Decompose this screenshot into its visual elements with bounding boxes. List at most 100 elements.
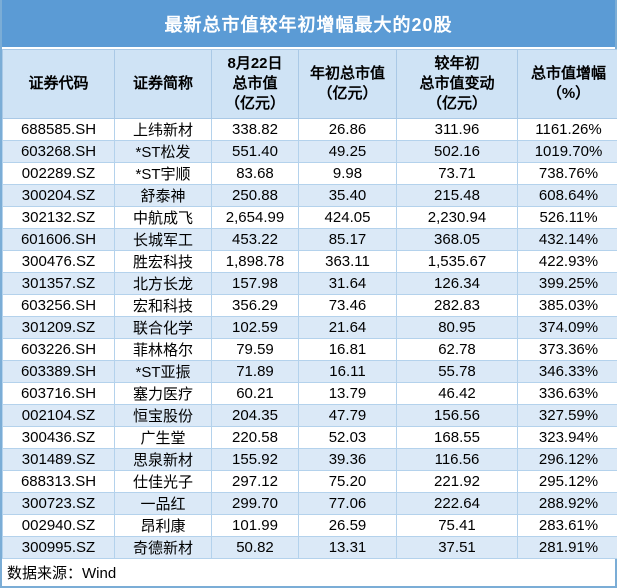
cell-marketcap-change: 502.16 [396,140,518,163]
cell-marketcap-change: 156.56 [396,404,518,427]
cell-marketcap-change: 46.42 [396,382,518,405]
col-header-security-name: 证券简称 [114,49,212,119]
cell-security-code: 603226.SH [2,338,115,361]
cell-start-marketcap: 49.25 [298,140,397,163]
cell-security-code: 603256.SH [2,294,115,317]
col-header-marketcap-change: 较年初 总市值变动 （亿元） [396,49,518,119]
cell-start-marketcap: 73.46 [298,294,397,317]
table-row: 301489.SZ 思泉新材 155.92 39.36 116.56 296.12% [2,448,617,471]
cell-marketcap-change: 311.96 [396,118,518,141]
cell-aug22-marketcap: 157.98 [211,272,299,295]
cell-security-code: 301489.SZ [2,448,115,471]
cell-security-name: 胜宏科技 [114,250,212,273]
cell-marketcap-growth: 526.11% [517,206,617,229]
cell-marketcap-change: 126.34 [396,272,518,295]
cell-security-code: 601606.SH [2,228,115,251]
table-row: 603389.SH *ST亚振 71.89 16.11 55.78 346.33% [2,360,617,383]
cell-marketcap-growth: 385.03% [517,294,617,317]
header-row: 证券代码 证券简称 8月22日 总市值 （亿元） 年初总市值 （亿元） 较年初 … [2,49,617,119]
cell-marketcap-growth: 346.33% [517,360,617,383]
cell-start-marketcap: 363.11 [298,250,397,273]
cell-start-marketcap: 39.36 [298,448,397,471]
col-header-security-code: 证券代码 [2,49,115,119]
cell-security-name: 恒宝股份 [114,404,212,427]
cell-marketcap-growth: 281.91% [517,536,617,559]
stocks-table: 证券代码 证券简称 8月22日 总市值 （亿元） 年初总市值 （亿元） 较年初 … [2,49,617,559]
table-row: 688585.SH 上纬新材 338.82 26.86 311.96 1161.26% [2,118,617,141]
cell-aug22-marketcap: 83.68 [211,162,299,185]
cell-security-name: 广生堂 [114,426,212,449]
cell-start-marketcap: 13.31 [298,536,397,559]
cell-marketcap-growth: 327.59% [517,404,617,427]
cell-aug22-marketcap: 250.88 [211,184,299,207]
cell-aug22-marketcap: 79.59 [211,338,299,361]
cell-security-name: 上纬新材 [114,118,212,141]
cell-security-name: 舒泰神 [114,184,212,207]
cell-marketcap-growth: 295.12% [517,470,617,493]
cell-aug22-marketcap: 50.82 [211,536,299,559]
cell-marketcap-change: 37.51 [396,536,518,559]
table-row: 688313.SH 仕佳光子 297.12 75.20 221.92 295.12% [2,470,617,493]
table-row: 002289.SZ *ST宇顺 83.68 9.98 73.71 738.76% [2,162,617,185]
cell-marketcap-growth: 374.09% [517,316,617,339]
table-row: 301357.SZ 北方长龙 157.98 31.64 126.34 399.25% [2,272,617,295]
cell-aug22-marketcap: 220.58 [211,426,299,449]
cell-marketcap-change: 2,230.94 [396,206,518,229]
cell-security-code: 002289.SZ [2,162,115,185]
cell-marketcap-growth: 283.61% [517,514,617,537]
cell-marketcap-change: 282.83 [396,294,518,317]
cell-aug22-marketcap: 453.22 [211,228,299,251]
cell-marketcap-growth: 288.92% [517,492,617,515]
cell-security-code: 002104.SZ [2,404,115,427]
data-source-note: 数据来源：Wind [2,559,615,586]
table-title: 最新总市值较年初增幅最大的20股 [2,0,615,49]
cell-start-marketcap: 31.64 [298,272,397,295]
cell-start-marketcap: 35.40 [298,184,397,207]
cell-start-marketcap: 75.20 [298,470,397,493]
cell-marketcap-change: 116.56 [396,448,518,471]
cell-aug22-marketcap: 1,898.78 [211,250,299,273]
col-header-start-marketcap: 年初总市值 （亿元） [298,49,397,119]
cell-marketcap-growth: 432.14% [517,228,617,251]
cell-security-code: 688585.SH [2,118,115,141]
cell-start-marketcap: 77.06 [298,492,397,515]
cell-start-marketcap: 26.59 [298,514,397,537]
cell-security-name: 宏和科技 [114,294,212,317]
table-row: 603716.SH 塞力医疗 60.21 13.79 46.42 336.63% [2,382,617,405]
cell-security-name: *ST亚振 [114,360,212,383]
table-row: 603226.SH 菲林格尔 79.59 16.81 62.78 373.36% [2,338,617,361]
cell-aug22-marketcap: 297.12 [211,470,299,493]
table-row: 603256.SH 宏和科技 356.29 73.46 282.83 385.03% [2,294,617,317]
cell-start-marketcap: 21.64 [298,316,397,339]
cell-security-name: 仕佳光子 [114,470,212,493]
table-row: 300204.SZ 舒泰神 250.88 35.40 215.48 608.64% [2,184,617,207]
cell-marketcap-change: 62.78 [396,338,518,361]
cell-start-marketcap: 16.81 [298,338,397,361]
cell-start-marketcap: 13.79 [298,382,397,405]
cell-aug22-marketcap: 71.89 [211,360,299,383]
cell-start-marketcap: 26.86 [298,118,397,141]
cell-aug22-marketcap: 2,654.99 [211,206,299,229]
cell-start-marketcap: 424.05 [298,206,397,229]
cell-start-marketcap: 85.17 [298,228,397,251]
cell-security-code: 300995.SZ [2,536,115,559]
cell-security-name: 奇德新材 [114,536,212,559]
cell-marketcap-change: 215.48 [396,184,518,207]
cell-security-code: 301209.SZ [2,316,115,339]
cell-security-code: 300436.SZ [2,426,115,449]
table-row: 601606.SH 长城军工 453.22 85.17 368.05 432.14% [2,228,617,251]
cell-start-marketcap: 47.79 [298,404,397,427]
cell-start-marketcap: 52.03 [298,426,397,449]
cell-security-name: 一品红 [114,492,212,515]
cell-aug22-marketcap: 102.59 [211,316,299,339]
cell-security-name: 长城军工 [114,228,212,251]
cell-marketcap-change: 75.41 [396,514,518,537]
cell-security-name: *ST松发 [114,140,212,163]
cell-marketcap-change: 222.64 [396,492,518,515]
col-header-marketcap-growth: 总市值增幅 （%） [517,49,617,119]
cell-marketcap-change: 1,535.67 [396,250,518,273]
cell-aug22-marketcap: 204.35 [211,404,299,427]
cell-aug22-marketcap: 356.29 [211,294,299,317]
cell-marketcap-growth: 422.93% [517,250,617,273]
